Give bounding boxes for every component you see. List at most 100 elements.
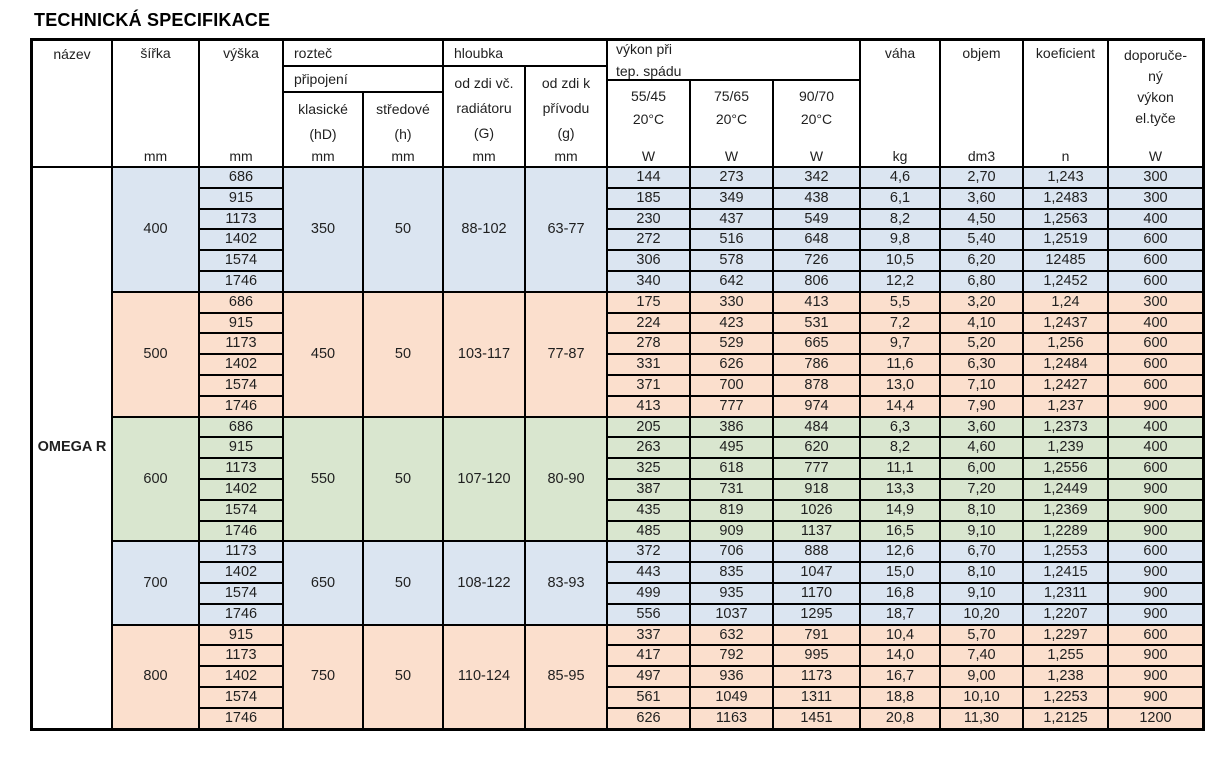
hloubka-radiator-value-cell: 108-122 — [444, 542, 524, 624]
vyska-value-cell: 686 — [200, 417, 282, 437]
koeficient-value-cell: 1,2415 — [1024, 563, 1107, 582]
vyska-value-cell: 686 — [200, 292, 282, 312]
vykon-9070-value-cell: 878 — [774, 375, 859, 395]
vykon-7565-value-cell: 706 — [691, 542, 772, 562]
vyska-value-cell: 1402 — [200, 479, 282, 499]
vaha-value-cell: 7,2 — [861, 313, 939, 333]
hloubka-privod-value-cell: 63-77 — [526, 168, 606, 291]
vaha-value-cell: 13,3 — [861, 479, 939, 499]
vyska-value-cell: 1173 — [200, 334, 282, 354]
header-klasicke-unit: mm — [311, 148, 335, 164]
vykon-7565-value-cell: 578 — [691, 251, 772, 270]
vykon-5545-value-cell: 561 — [608, 687, 689, 707]
vyska-value-cell: 1402 — [200, 563, 282, 582]
header-nazev-label: název — [53, 46, 91, 62]
el-tyc-value-cell: 600 — [1109, 334, 1202, 354]
vykon-9070-value-cell: 484 — [774, 417, 859, 437]
header-objem-unit: dm3 — [967, 148, 996, 164]
vaha-value-cell: 14,4 — [861, 396, 939, 416]
vykon-7565-value-cell: 700 — [691, 375, 772, 395]
vaha-value-cell: 5,5 — [861, 292, 939, 312]
el-tyc-value-cell: 600 — [1109, 271, 1202, 291]
el-tyc-value-cell: 600 — [1109, 230, 1202, 250]
header-7565-label: 75/65 — [713, 88, 750, 104]
el-tyc-value-cell: 600 — [1109, 459, 1202, 478]
roztec-stredove-value-cell: 50 — [364, 625, 442, 728]
vykon-5545-value-cell: 224 — [608, 313, 689, 333]
vykon-9070-value-cell: 1173 — [774, 667, 859, 686]
header-9070-temp: 20°C — [800, 111, 833, 127]
objem-value-cell: 10,10 — [941, 687, 1022, 707]
vykon-9070-value-cell: 1026 — [774, 500, 859, 520]
header-sirka: šířka mm — [113, 41, 198, 166]
el-tyc-value-cell: 400 — [1109, 417, 1202, 437]
header-koeficient: koeficient n — [1024, 41, 1107, 166]
header-roztec-stredove: středové (h) mm — [364, 93, 442, 166]
vykon-9070-value-cell: 342 — [774, 168, 859, 187]
vykon-9070-value-cell: 438 — [774, 188, 859, 208]
sirka-value-cell: 400 — [113, 168, 198, 291]
vyska-value-cell: 1173 — [200, 459, 282, 478]
header-radiator-line3: (G) — [473, 125, 495, 141]
koeficient-value-cell: 1,2289 — [1024, 521, 1107, 541]
vykon-9070-value-cell: 995 — [774, 646, 859, 666]
vykon-7565-value-cell: 1049 — [691, 687, 772, 707]
roztec-stredove-value-cell: 50 — [364, 542, 442, 624]
el-tyc-value-cell: 600 — [1109, 251, 1202, 270]
header-privod-unit: mm — [554, 148, 578, 164]
header-9070-unit: W — [809, 148, 824, 164]
roztec-stredove-value-cell: 50 — [364, 417, 442, 541]
header-vyska: výška mm — [200, 41, 282, 166]
el-tyc-value-cell: 1200 — [1109, 708, 1202, 728]
vykon-9070-value-cell: 1047 — [774, 563, 859, 582]
koeficient-value-cell: 1,255 — [1024, 646, 1107, 666]
header-5545-temp: 20°C — [632, 111, 665, 127]
koeficient-value-cell: 12485 — [1024, 251, 1107, 270]
vaha-value-cell: 6,1 — [861, 188, 939, 208]
header-hloubka-privod: od zdi k přívodu (g) mm — [526, 67, 606, 166]
vykon-7565-value-cell: 529 — [691, 334, 772, 354]
vyska-value-cell: 1746 — [200, 396, 282, 416]
vaha-value-cell: 9,7 — [861, 334, 939, 354]
koeficient-value-cell: 1,243 — [1024, 168, 1107, 187]
vykon-7565-value-cell: 330 — [691, 292, 772, 312]
vykon-5545-value-cell: 263 — [608, 438, 689, 458]
vaha-value-cell: 11,1 — [861, 459, 939, 478]
vyska-value-cell: 915 — [200, 438, 282, 458]
header-7565-temp: 20°C — [715, 111, 748, 127]
objem-value-cell: 2,70 — [941, 168, 1022, 187]
header-privod-line3: (g) — [557, 125, 575, 141]
header-vykon: výkon při tep. spádu — [608, 41, 859, 79]
vaha-value-cell: 12,2 — [861, 271, 939, 291]
header-pripojeni-label: připojení — [294, 70, 348, 87]
hloubka-radiator-value-cell: 107-120 — [444, 417, 524, 541]
vyska-value-cell: 915 — [200, 188, 282, 208]
koeficient-value-cell: 1,2207 — [1024, 604, 1107, 624]
header-radiator-line1: od zdi vč. — [454, 75, 514, 91]
vykon-7565-value-cell: 731 — [691, 479, 772, 499]
vykon-9070-value-cell: 786 — [774, 355, 859, 374]
koeficient-value-cell: 1,2125 — [1024, 708, 1107, 728]
header-vaha: váha kg — [861, 41, 939, 166]
header-vykon-5545: 55/45 20°C W — [608, 81, 689, 166]
vaha-value-cell: 8,2 — [861, 209, 939, 229]
vykon-5545-value-cell: 413 — [608, 396, 689, 416]
header-vyska-label: výška — [223, 45, 259, 61]
vyska-value-cell: 1746 — [200, 521, 282, 541]
vykon-9070-value-cell: 549 — [774, 209, 859, 229]
vykon-7565-value-cell: 386 — [691, 417, 772, 437]
objem-value-cell: 7,10 — [941, 375, 1022, 395]
el-tyc-value-cell: 400 — [1109, 313, 1202, 333]
vykon-5545-value-cell: 278 — [608, 334, 689, 354]
vyska-value-cell: 1574 — [200, 687, 282, 707]
header-stredove-line1: středové — [376, 101, 430, 117]
vykon-9070-value-cell: 1170 — [774, 583, 859, 603]
vykon-5545-value-cell: 144 — [608, 168, 689, 187]
hloubka-radiator-value-cell: 103-117 — [444, 292, 524, 416]
el-tyc-value-cell: 600 — [1109, 375, 1202, 395]
vykon-9070-value-cell: 413 — [774, 292, 859, 312]
vykon-5545-value-cell: 340 — [608, 271, 689, 291]
vykon-9070-value-cell: 791 — [774, 625, 859, 645]
vykon-5545-value-cell: 497 — [608, 667, 689, 686]
objem-value-cell: 3,60 — [941, 188, 1022, 208]
